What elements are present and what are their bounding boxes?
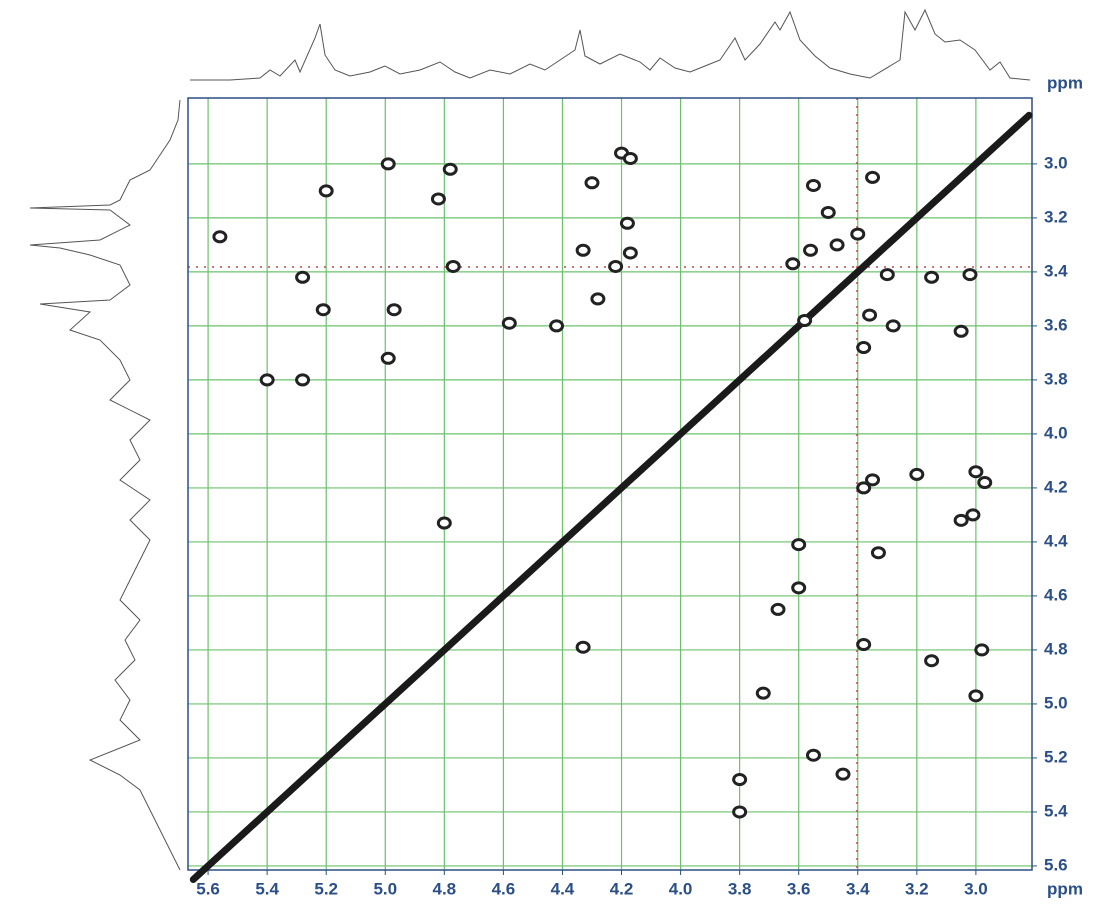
cross-peak	[318, 184, 334, 198]
cross-peak	[909, 467, 925, 481]
cross-peak	[865, 170, 881, 184]
cross-peak	[865, 473, 881, 487]
y-tick-label: 4.2	[1044, 477, 1068, 496]
top-projection	[190, 8, 1031, 81]
x-tick-label: 3.6	[787, 879, 811, 898]
cross-peak	[619, 216, 635, 230]
cross-peak	[879, 268, 895, 282]
y-tick-label: 3.6	[1044, 315, 1068, 334]
cross-peak	[380, 157, 396, 171]
cross-peak	[259, 373, 275, 387]
cross-peak	[295, 373, 311, 387]
cross-peak	[732, 805, 748, 819]
cross-peak	[856, 481, 872, 495]
cross-peak	[805, 748, 821, 762]
y-tick-label: 5.6	[1044, 855, 1068, 874]
cross-peak	[797, 314, 813, 328]
x-tick-label: 4.4	[551, 879, 575, 898]
x-tick-label: 3.2	[905, 879, 929, 898]
cross-peak	[805, 178, 821, 192]
cross-peak	[835, 767, 851, 781]
cross-peak	[442, 162, 458, 176]
cross-peak	[436, 516, 452, 530]
cross-peak	[856, 341, 872, 355]
x-tick-label: 4.0	[669, 879, 693, 898]
cross-peak	[924, 654, 940, 668]
cross-peak	[785, 257, 801, 271]
x-tick-label: 3.0	[964, 879, 988, 898]
x-tick-label: 3.4	[846, 879, 870, 898]
cross-peak	[953, 513, 969, 527]
y-tick-label: 4.0	[1044, 423, 1068, 442]
y-tick-label: 3.4	[1044, 261, 1068, 280]
x-axis-label: ppm	[1047, 879, 1083, 898]
cross-peak	[575, 243, 591, 257]
cross-peak	[870, 546, 886, 560]
cross-peak	[445, 259, 461, 273]
y-tick-label: 4.4	[1044, 531, 1068, 550]
y-tick-label: 5.0	[1044, 693, 1068, 712]
cross-peak	[386, 303, 402, 317]
cross-peak	[924, 270, 940, 284]
cross-peak	[575, 640, 591, 654]
cross-peak	[862, 308, 878, 322]
cross-peak	[974, 643, 990, 657]
cross-peak	[608, 259, 624, 273]
x-tick-label: 4.8	[433, 879, 457, 898]
cross-peak	[590, 292, 606, 306]
y-tick-label: 3.8	[1044, 369, 1068, 388]
cross-peak	[501, 316, 517, 330]
x-tick-label: 5.4	[255, 879, 279, 898]
cross-peak	[968, 465, 984, 479]
cross-peak	[770, 602, 786, 616]
cross-peak	[968, 689, 984, 703]
cross-peak	[953, 324, 969, 338]
cross-peak	[965, 508, 981, 522]
x-tick-label: 3.8	[728, 879, 752, 898]
cross-peak	[622, 151, 638, 165]
cross-peak	[803, 243, 819, 257]
cross-peak	[622, 246, 638, 260]
cross-peak	[791, 538, 807, 552]
y-tick-label: 5.2	[1044, 747, 1068, 766]
cross-peak	[856, 638, 872, 652]
cross-peak	[820, 205, 836, 219]
x-tick-label: 4.2	[610, 879, 634, 898]
cross-peak	[755, 686, 771, 700]
x-tick-label: 4.6	[492, 879, 516, 898]
y-tick-label: 5.4	[1044, 801, 1068, 820]
cross-peak	[380, 351, 396, 365]
left-projection	[29, 99, 181, 871]
cross-peak	[977, 476, 993, 490]
cross-peak	[829, 238, 845, 252]
cross-peak	[962, 268, 978, 282]
diagonal	[189, 111, 1033, 883]
cross-peak	[295, 270, 311, 284]
cross-peak	[430, 192, 446, 206]
plot-frame	[187, 97, 1033, 871]
cross-peak	[549, 319, 565, 333]
cross-peak	[315, 303, 331, 317]
y-tick-label: 4.8	[1044, 639, 1068, 658]
y-tick-label: 3.2	[1044, 207, 1068, 226]
y-tick-label: 3.0	[1044, 153, 1068, 172]
cross-peak	[732, 773, 748, 787]
cross-peak	[212, 230, 228, 244]
cross-peak	[850, 227, 866, 241]
x-tick-label: 5.6	[196, 879, 220, 898]
x-tick-label: 5.0	[373, 879, 397, 898]
cross-peak	[885, 319, 901, 333]
cross-peak	[584, 176, 600, 190]
y-tick-label: 4.6	[1044, 585, 1068, 604]
y-axis-label: ppm	[1047, 73, 1083, 92]
x-tick-label: 5.2	[314, 879, 338, 898]
cross-peak	[791, 581, 807, 595]
